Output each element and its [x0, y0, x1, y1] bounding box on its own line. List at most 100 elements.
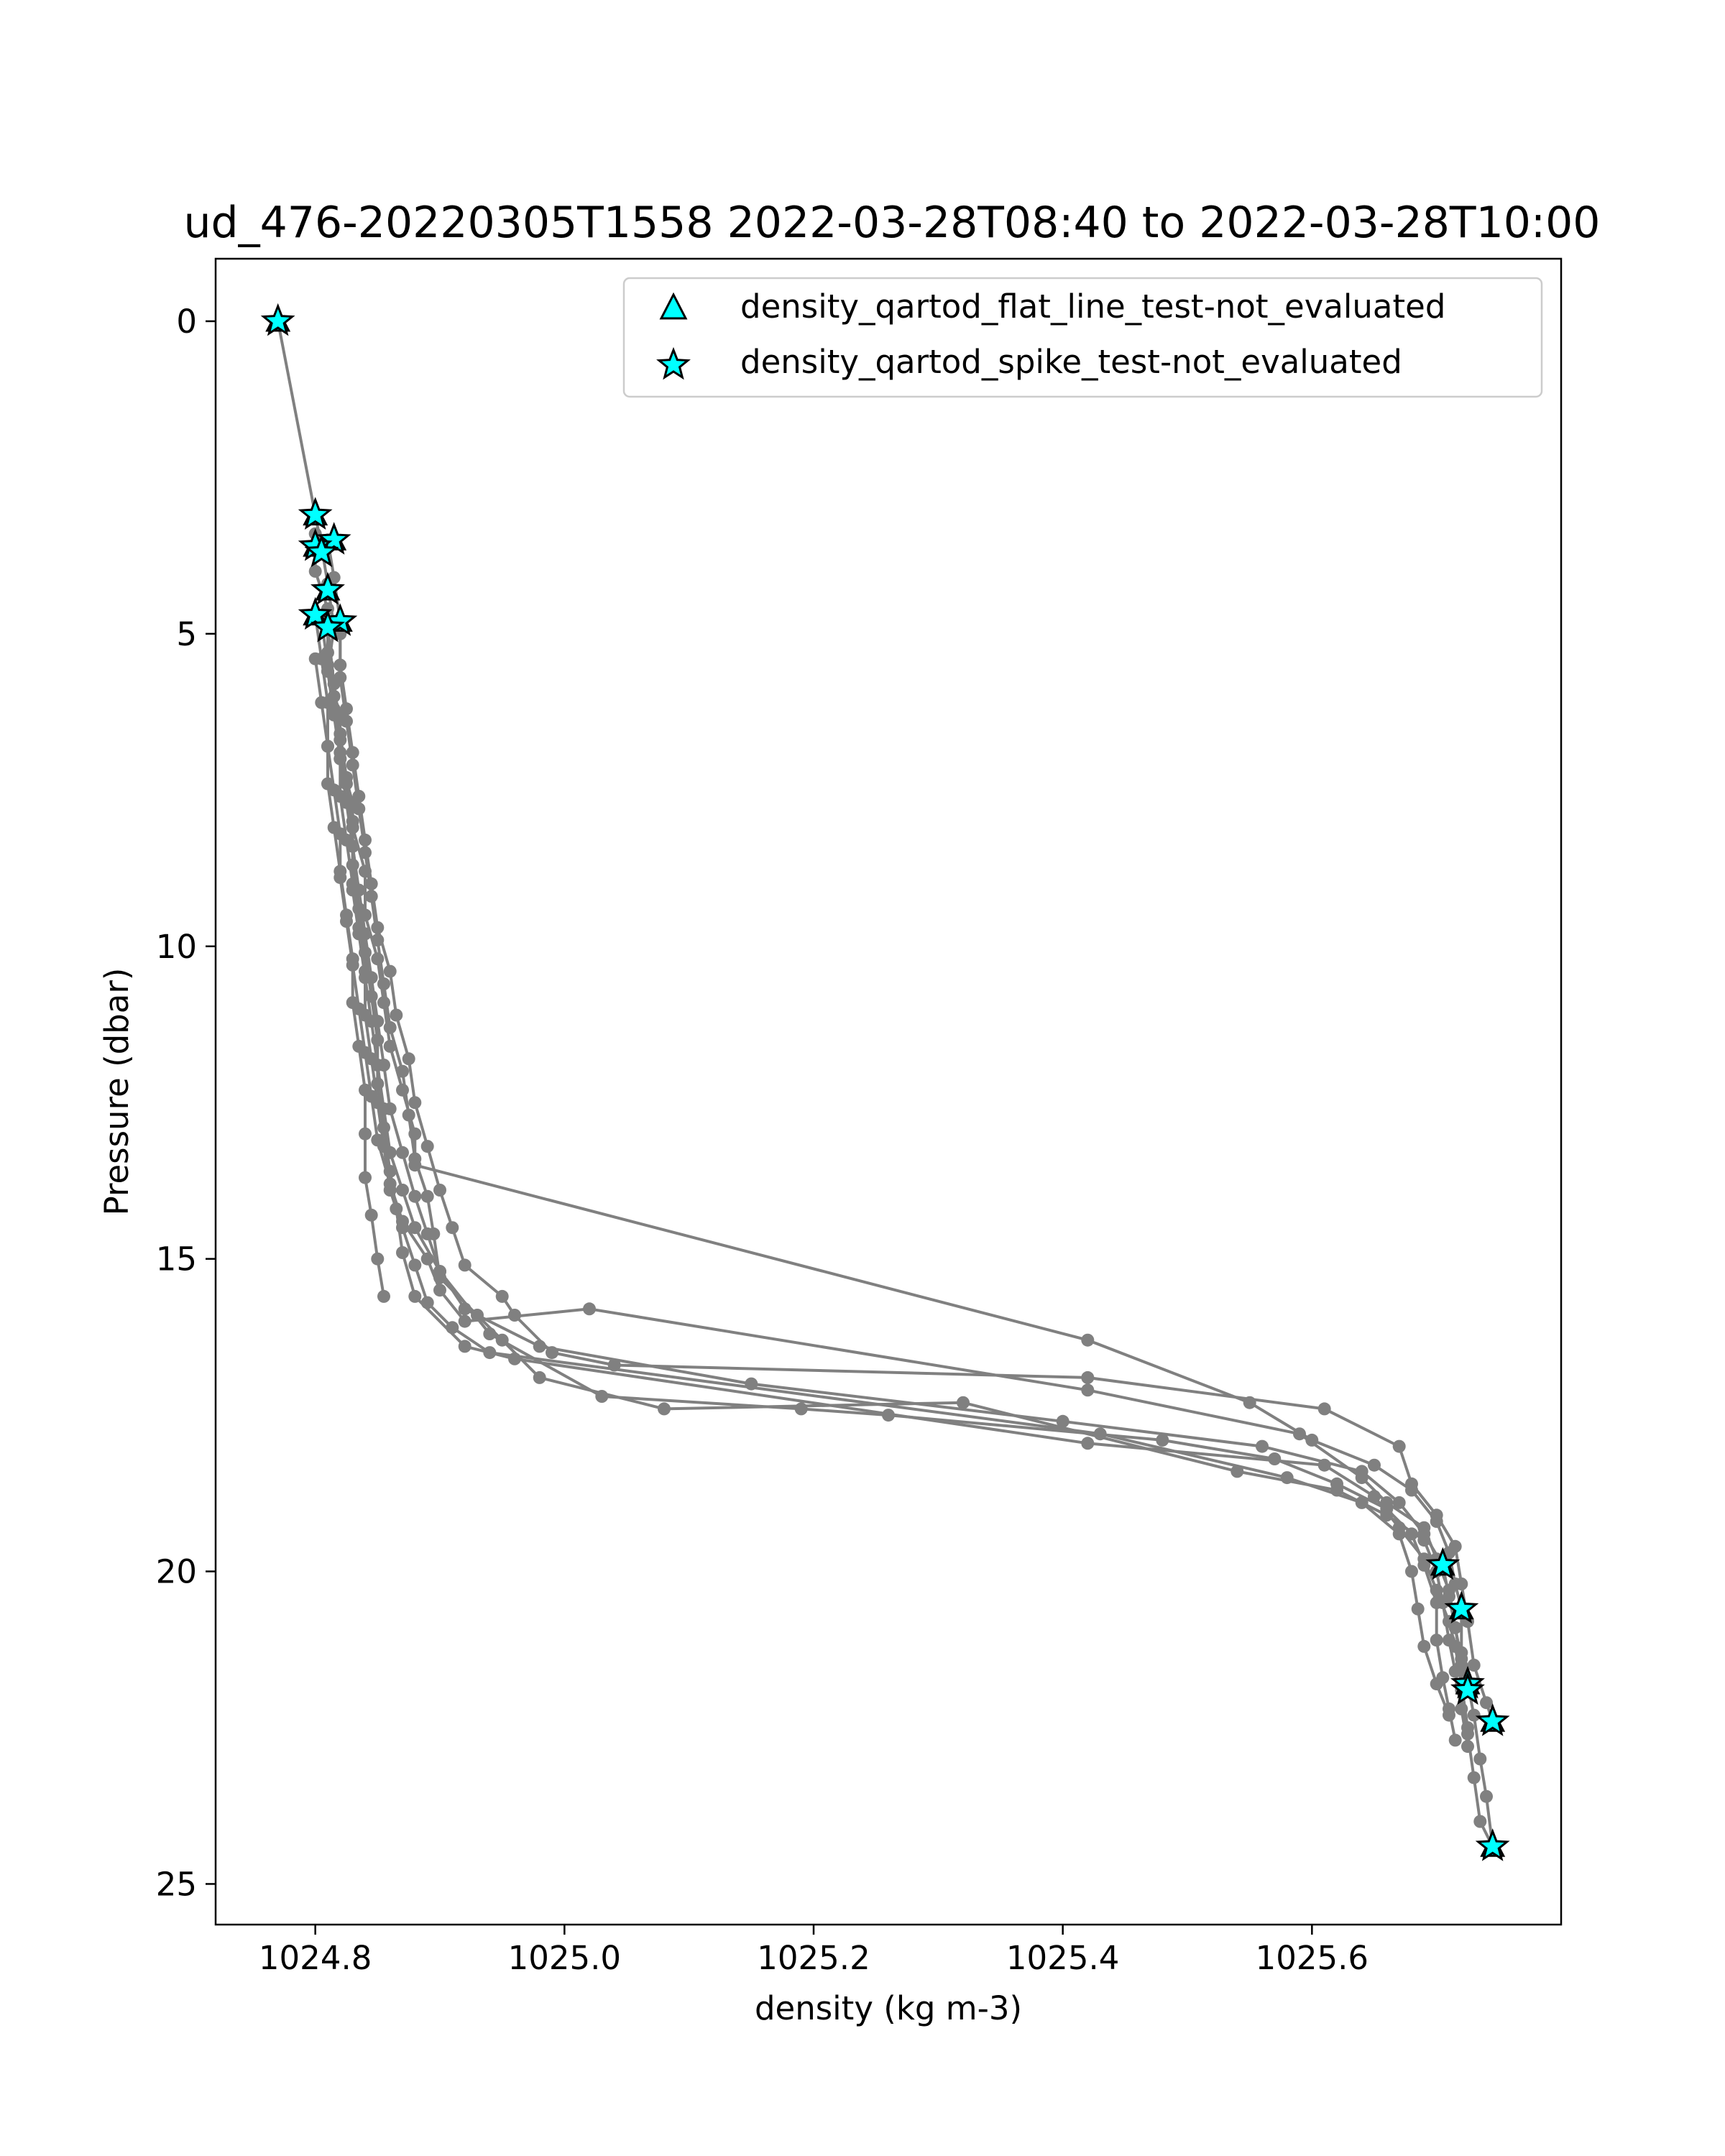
- x-axis-label: density (kg m-3): [755, 1989, 1022, 2027]
- profile-point: [1081, 1437, 1095, 1450]
- profile-point: [794, 1402, 808, 1416]
- profile-point: [1443, 1708, 1455, 1722]
- profile-point: [1430, 1508, 1443, 1522]
- spike-marker: [1475, 1828, 1510, 1861]
- profile-point: [340, 833, 353, 847]
- profile-point: [364, 1052, 378, 1066]
- profile-point: [364, 990, 378, 1003]
- star-marker-icon: [656, 346, 691, 380]
- spike-marker: [1450, 1672, 1485, 1705]
- profile-point: [658, 1402, 671, 1416]
- profile-point: [1355, 1496, 1368, 1509]
- profile-point: [408, 1258, 422, 1272]
- profile-point: [352, 1039, 366, 1053]
- profile-point: [1392, 1439, 1406, 1453]
- x-tick-label: 1025.4: [1006, 1939, 1119, 1977]
- profile-point: [408, 1189, 422, 1203]
- profile-point: [352, 921, 366, 934]
- legend: density_qartod_flat_line_test-not_evalua…: [622, 277, 1543, 398]
- profile-point: [364, 890, 378, 903]
- profile-point: [359, 1127, 372, 1141]
- profile-point: [1392, 1496, 1406, 1509]
- profile-point: [334, 790, 347, 803]
- profile-point: [396, 1146, 409, 1159]
- profile-point: [396, 1246, 409, 1259]
- profile-point: [321, 777, 334, 791]
- profile-point: [1473, 1752, 1487, 1766]
- profile-point: [483, 1346, 497, 1360]
- profile-point: [1405, 1477, 1418, 1491]
- y-tick-label: 25: [156, 1865, 197, 1903]
- profile-point: [1461, 1740, 1474, 1754]
- profile-point: [1430, 1634, 1443, 1647]
- profile-point: [1480, 1789, 1493, 1803]
- profile-point: [433, 1184, 446, 1197]
- profile-point: [595, 1390, 609, 1403]
- profile-point: [359, 1083, 372, 1097]
- profile-point: [1417, 1534, 1431, 1547]
- spike-marker: [1475, 1703, 1510, 1736]
- profile-point: [1093, 1427, 1107, 1441]
- profile-point: [396, 1064, 409, 1078]
- profile-point: [396, 1184, 409, 1197]
- profile-point: [446, 1221, 459, 1235]
- profile-point: [371, 1252, 385, 1266]
- profile-point: [1430, 1677, 1443, 1691]
- profile-point: [458, 1314, 472, 1328]
- profile-point: [420, 1140, 434, 1153]
- profile-point: [377, 977, 390, 990]
- profile-point: [495, 1289, 509, 1303]
- spike-marker: [298, 497, 333, 530]
- profile-point: [1417, 1552, 1431, 1566]
- x-tick-label: 1025.0: [508, 1939, 621, 1977]
- profile-point: [533, 1370, 546, 1384]
- profile-point: [340, 770, 353, 784]
- profile-point: [546, 1346, 558, 1360]
- profile-point: [1368, 1490, 1381, 1503]
- profile-point: [346, 996, 359, 1010]
- profile-point: [1467, 1771, 1481, 1784]
- profile-point: [371, 1096, 385, 1110]
- profile-point: [327, 821, 341, 834]
- y-tick-label: 5: [176, 615, 197, 653]
- x-axis: 1024.8 1025.0 1025.2 1025.4 1025.6: [259, 1925, 1368, 1977]
- profile-point: [1368, 1458, 1381, 1472]
- profile-point: [1081, 1333, 1095, 1347]
- profile-point: [308, 652, 322, 665]
- profile-point: [408, 1152, 422, 1166]
- profile-point: [446, 1321, 459, 1335]
- profile-point: [433, 1284, 446, 1297]
- profile-point: [1455, 1577, 1468, 1590]
- profile-point: [390, 1008, 403, 1022]
- profile-point: [308, 564, 322, 578]
- profile-point: [1417, 1639, 1431, 1653]
- profile-point: [334, 746, 347, 760]
- profile-line: [313, 658, 385, 1297]
- profile-point: [396, 1221, 409, 1235]
- profile-point: [957, 1396, 970, 1409]
- profile-point: [1392, 1527, 1406, 1541]
- profile-point: [1317, 1458, 1331, 1472]
- profile-point: [334, 865, 347, 878]
- profile-point: [1156, 1433, 1169, 1447]
- profile-point: [383, 1021, 397, 1034]
- profile-point: [327, 702, 341, 716]
- profile-point: [1317, 1402, 1331, 1416]
- profile-point: [1280, 1471, 1294, 1485]
- profile-point: [321, 658, 334, 672]
- profile-point: [1411, 1602, 1425, 1616]
- y-tick-label: 15: [156, 1240, 197, 1279]
- spike-marker: [298, 596, 333, 630]
- profile-point: [427, 1227, 441, 1240]
- legend-entry-spike: density_qartod_spike_test-not_evaluated: [740, 343, 1402, 381]
- x-tick-label: 1025.6: [1256, 1939, 1368, 1977]
- x-tick-label: 1025.2: [757, 1939, 870, 1977]
- profile-point: [383, 964, 397, 978]
- profile-point: [1405, 1565, 1418, 1578]
- profile-point: [346, 814, 359, 828]
- profile-point: [364, 1208, 378, 1222]
- profile-point: [1448, 1539, 1462, 1553]
- profile-point: [359, 846, 372, 860]
- y-tick-label: 0: [176, 303, 197, 341]
